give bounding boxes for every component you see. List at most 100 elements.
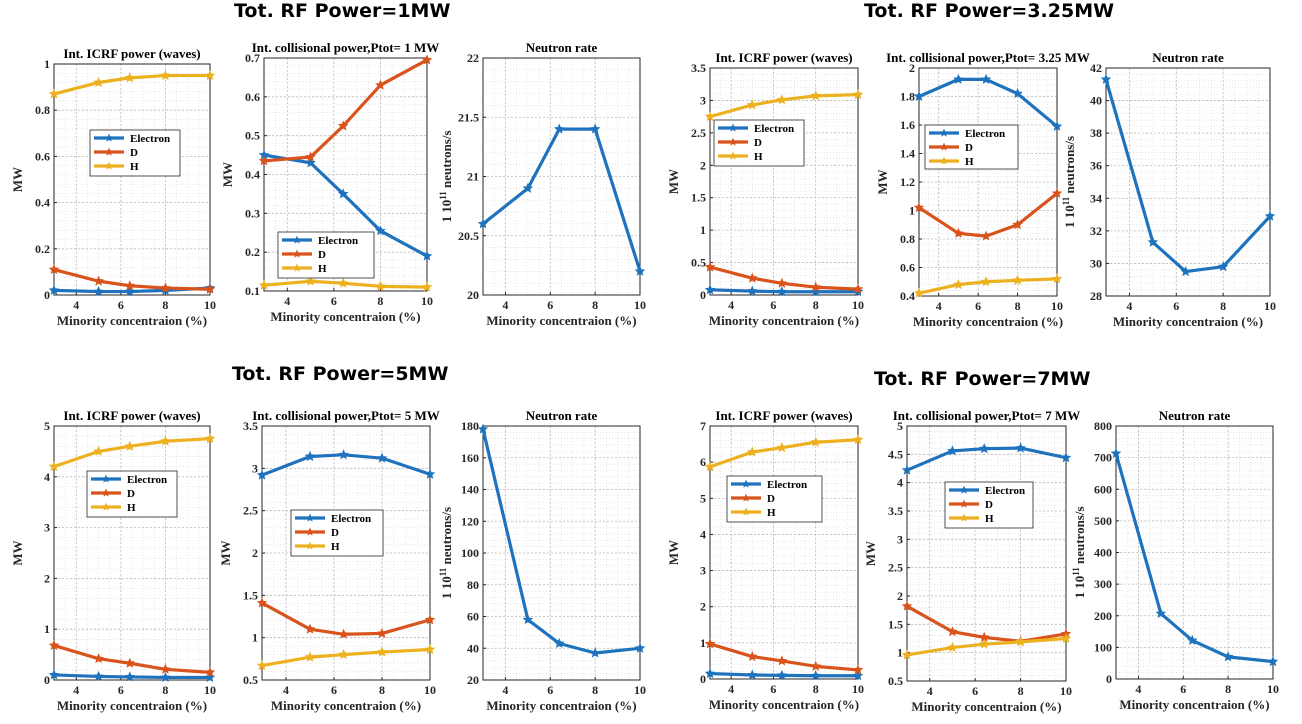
group-title-7mw: Tot. RF Power=7MW bbox=[874, 368, 1091, 390]
x-axis-label: Minority concentraion (%) bbox=[486, 698, 636, 713]
chart-panel-0: 4 6 8 10 0 0.2 0.4 0.6 0.8 1 Int. ICRF power (wave… bbox=[10, 46, 216, 328]
legend-marker bbox=[305, 527, 315, 536]
y-axis-label: 1 1011 neutrons/s bbox=[1061, 136, 1077, 228]
tick-label-y: 1 bbox=[252, 631, 258, 645]
tick-label-x: 4 bbox=[284, 294, 290, 308]
x-axis-label: Minority concentraion (%) bbox=[270, 309, 420, 324]
legend-marker bbox=[741, 479, 751, 488]
tick-label-y: 2 bbox=[909, 61, 915, 75]
legend-marker bbox=[939, 142, 949, 151]
data-point-neutron-rate bbox=[1180, 266, 1191, 277]
data-point-electron bbox=[376, 452, 388, 463]
group-title-1mw: Tot. RF Power=1MW bbox=[234, 0, 451, 22]
data-point-neutron-rate bbox=[589, 647, 601, 658]
tick-label-x: 4 bbox=[73, 298, 79, 312]
legend-entry: Electron bbox=[985, 485, 1025, 497]
data-point-electron bbox=[746, 285, 758, 296]
y-axis-label: MW bbox=[875, 169, 890, 194]
plot-title: Neutron rate bbox=[1152, 50, 1224, 65]
data-point-electron bbox=[338, 449, 349, 460]
y-axis-label: MW bbox=[218, 540, 233, 565]
tick-label-y: 34 bbox=[1090, 191, 1102, 205]
data-point-h bbox=[337, 277, 349, 288]
y-axis-label: MW bbox=[10, 167, 25, 192]
data-point-neutron-rate bbox=[1264, 210, 1276, 221]
tick-label-y: 0.5 bbox=[691, 256, 706, 270]
y-axis-label: MW bbox=[666, 540, 681, 565]
data-point-d bbox=[124, 280, 136, 291]
tick-label-y: 38 bbox=[1090, 126, 1102, 140]
legend-entry: Electron bbox=[130, 133, 170, 145]
data-point-electron bbox=[124, 671, 136, 682]
data-point-neutron-rate bbox=[634, 265, 646, 276]
tick-label-x: 10 bbox=[634, 683, 646, 697]
tick-label-x: 6 bbox=[547, 683, 553, 697]
data-point-electron bbox=[204, 671, 216, 682]
tick-label-y: 5 bbox=[700, 491, 706, 505]
tick-label-y: 0 bbox=[44, 673, 50, 687]
data-point-d bbox=[810, 660, 822, 671]
chart-panel-9: 4 6 8 10 0 1 2 3 4 5 6 7 Int. ICRF power (waves) Mino… bbox=[666, 408, 864, 712]
tick-label-y: 2 bbox=[897, 589, 903, 603]
plot-title: Neutron rate bbox=[526, 40, 598, 55]
tick-label-y: 600 bbox=[1094, 482, 1112, 496]
legend-marker bbox=[104, 161, 114, 170]
data-point-electron bbox=[980, 73, 992, 84]
data-point-electron bbox=[746, 669, 758, 680]
legend-marker bbox=[292, 235, 302, 244]
tick-label-y: 0.5 bbox=[888, 674, 903, 688]
data-point-d bbox=[258, 155, 270, 166]
legend: Electron DH bbox=[924, 124, 1019, 170]
data-point-d bbox=[375, 79, 386, 90]
data-point-h bbox=[124, 72, 136, 83]
tick-label-y: 120 bbox=[461, 514, 479, 528]
tick-label-y: 500 bbox=[1094, 514, 1112, 528]
data-point-electron bbox=[776, 286, 788, 297]
data-point-d bbox=[1051, 187, 1063, 198]
legend-marker bbox=[728, 123, 738, 132]
legend-entry: Electron bbox=[127, 474, 167, 486]
data-point-h bbox=[48, 88, 60, 99]
data-point-neutron-rate bbox=[553, 637, 565, 648]
legend-marker bbox=[959, 513, 969, 522]
legend-marker bbox=[101, 488, 111, 497]
x-axis-label: Minority concentraion (%) bbox=[911, 699, 1061, 714]
tick-label-y: 30 bbox=[1090, 256, 1102, 270]
legend-marker bbox=[728, 137, 738, 146]
plot-title: Int. collisional power,Ptot= 5 MW bbox=[252, 408, 439, 423]
tick-label-y: 100 bbox=[461, 546, 479, 560]
data-point-h bbox=[160, 435, 171, 446]
plot-frame bbox=[53, 63, 211, 296]
tick-label-y: 21 bbox=[467, 170, 479, 184]
y-axis-label: MW bbox=[220, 162, 235, 187]
x-axis-label: Minority concentraion (%) bbox=[913, 314, 1063, 329]
tick-label-y: 1 bbox=[700, 223, 706, 237]
legend-marker bbox=[959, 499, 969, 508]
tick-label-y: 0.1 bbox=[245, 284, 260, 298]
data-point-d bbox=[953, 227, 964, 238]
legend-entry: D bbox=[965, 142, 973, 154]
x-axis-label: Minority concentraion (%) bbox=[1119, 697, 1269, 712]
data-point-electron bbox=[901, 464, 913, 475]
legend-marker bbox=[959, 485, 969, 494]
tick-label-y: 200 bbox=[1094, 609, 1112, 623]
chart-panel-8: 4 6 8 10 20 40 60 80 100 120 140 160 180 Neutron rate… bbox=[438, 408, 646, 713]
tick-label-y: 1.5 bbox=[888, 617, 903, 631]
data-point-neutron-rate bbox=[522, 614, 534, 625]
data-point-d bbox=[901, 600, 913, 611]
data-point-d bbox=[305, 151, 316, 162]
legend-entry: H bbox=[985, 513, 994, 525]
tick-label-x: 4 bbox=[283, 683, 289, 697]
data-point-neutron-rate bbox=[553, 123, 565, 134]
tick-label-y: 0 bbox=[700, 672, 706, 686]
data-point-d bbox=[704, 638, 716, 649]
tick-label-y: 0.2 bbox=[245, 245, 260, 259]
tick-label-y: 0.8 bbox=[35, 103, 50, 117]
tick-label-y: 1.5 bbox=[691, 191, 706, 205]
data-point-neutron-rate bbox=[1100, 73, 1112, 84]
tick-label-x: 10 bbox=[1060, 684, 1072, 698]
plot-title: Int. ICRF power (waves) bbox=[63, 46, 200, 61]
x-axis-label: Minority concentraion (%) bbox=[271, 698, 421, 713]
